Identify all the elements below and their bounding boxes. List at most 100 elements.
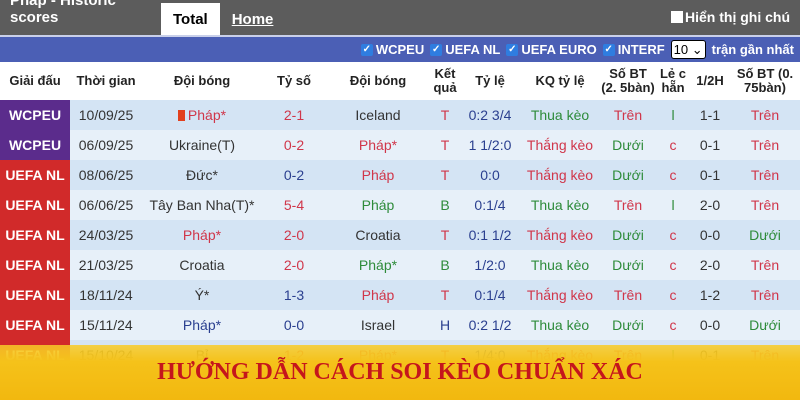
league-cell[interactable]: UEFA NL [0, 190, 70, 220]
league-checkbox[interactable]: ✓ INTERF [602, 42, 665, 57]
odd-even-cell: c [656, 220, 690, 250]
show-notes-toggle[interactable]: Hiển thị ghi chú [671, 9, 790, 25]
score-cell[interactable]: 2-0 [262, 220, 326, 250]
promo-banner: HƯỚNG DẪN CÁCH SOI KÈO CHUẨN XÁC [0, 345, 800, 400]
league-cell[interactable]: UEFA NL [0, 160, 70, 190]
score-cell[interactable]: 2-0 [262, 250, 326, 280]
odds-cell: 0:1/4 [460, 280, 520, 310]
away-team-cell[interactable]: Pháp [326, 280, 430, 310]
home-team: Pháp* [182, 317, 222, 333]
home-team: Tây Ban Nha(T)* [149, 197, 255, 213]
odd-even-cell: l [656, 190, 690, 220]
odd-even-cell: l [656, 100, 690, 130]
league-label: UEFA NL [445, 42, 501, 57]
goals-25-cell: Trên [600, 190, 656, 220]
odds-cell: 0:1 1/2 [460, 220, 520, 250]
league-checkbox[interactable]: ✓ UEFA EURO [506, 42, 597, 57]
goals-075-cell: Trên [730, 160, 800, 190]
result-cell: T [430, 100, 460, 130]
score-cell[interactable]: 0-2 [262, 160, 326, 190]
goals-075-cell: Trên [730, 190, 800, 220]
table-row[interactable]: UEFA NL 18/11/24 Ý* 1-3 Pháp T 0:1/4 Thắ… [0, 280, 800, 310]
home-team-cell[interactable]: Tây Ban Nha(T)* [142, 190, 262, 220]
half-time-cell: 2-0 [690, 250, 730, 280]
tab-home[interactable]: Home [231, 11, 274, 28]
home-team-cell[interactable]: Croatia [142, 250, 262, 280]
tab-total[interactable]: Total [161, 3, 220, 35]
home-team-cell[interactable]: Ý* [142, 280, 262, 310]
odds-result-cell: Thua kèo [520, 250, 600, 280]
table-row[interactable]: WCPEU 06/09/25 Ukraine(T) 0-2 Pháp* T 1 … [0, 130, 800, 160]
odd-even-cell: c [656, 130, 690, 160]
score-cell[interactable]: 1-3 [262, 280, 326, 310]
column-header: Tỷ số [277, 73, 311, 88]
home-team-cell[interactable]: Pháp* [142, 310, 262, 340]
match-count-select[interactable]: 10 ⌄ [670, 40, 706, 59]
date-cell: 06/06/25 [70, 190, 142, 220]
home-team: Croatia [179, 257, 225, 273]
away-team-cell[interactable]: Iceland [326, 100, 430, 130]
page-title: Pháp - Historic scores [10, 0, 116, 26]
goals-075-cell: Trên [730, 280, 800, 310]
league-filter-bar: ✓ WCPEU ✓ UEFA NL ✓ UEFA EURO ✓ INTERF 10 ⌄ trận … [0, 35, 800, 62]
league-checkbox[interactable]: ✓ UEFA NL [430, 42, 500, 57]
league-cell[interactable]: WCPEU [0, 130, 70, 160]
league-cell[interactable]: WCPEU [0, 100, 70, 130]
score-cell[interactable]: 0-0 [262, 310, 326, 340]
table-row[interactable]: UEFA NL 06/06/25 Tây Ban Nha(T)* 5-4 Phá… [0, 190, 800, 220]
odd-even-cell: c [656, 160, 690, 190]
home-team-cell[interactable]: Pháp* [142, 100, 262, 130]
away-team-cell[interactable]: Israel [326, 310, 430, 340]
results-table: Giải đấu Thời gian Đội bóng Tỷ số Đội bóng Kế… [0, 62, 800, 370]
date-cell: 06/09/25 [70, 130, 142, 160]
odds-result-cell: Thắng kèo [520, 160, 600, 190]
home-team: Ý* [194, 287, 210, 303]
goals-25-cell: Dưới [600, 250, 656, 280]
table-row[interactable]: UEFA NL 15/11/24 Pháp* 0-0 Israel H 0:2 … [0, 310, 800, 340]
table-row[interactable]: WCPEU 10/09/25 Pháp* 2-1 Iceland T 0:2 3… [0, 100, 800, 130]
half-time-cell: 1-1 [690, 100, 730, 130]
date-cell: 08/06/25 [70, 160, 142, 190]
league-cell[interactable]: UEFA NL [0, 250, 70, 280]
home-team-cell[interactable]: Đức* [142, 160, 262, 190]
odds-cell: 0:2 1/2 [460, 310, 520, 340]
half-time-cell: 0-1 [690, 160, 730, 190]
count-value: 10 [673, 42, 689, 57]
home-team-cell[interactable]: Pháp* [142, 220, 262, 250]
score-cell[interactable]: 0-2 [262, 130, 326, 160]
table-row[interactable]: UEFA NL 21/03/25 Croatia 2-0 Pháp* B 1/2… [0, 250, 800, 280]
date-cell: 18/11/24 [70, 280, 142, 310]
odds-cell: 1 1/2:0 [460, 130, 520, 160]
table-row[interactable]: UEFA NL 24/03/25 Pháp* 2-0 Croatia T 0:1… [0, 220, 800, 250]
result-cell: H [430, 310, 460, 340]
score-cell[interactable]: 2-1 [262, 100, 326, 130]
league-cell[interactable]: UEFA NL [0, 310, 70, 340]
column-header: Lẻ c hẵn [659, 66, 686, 95]
goals-075-cell: Dưới [730, 310, 800, 340]
league-cell[interactable]: UEFA NL [0, 280, 70, 310]
away-team-cell[interactable]: Pháp* [326, 250, 430, 280]
league-cell[interactable]: UEFA NL [0, 220, 70, 250]
home-team-cell[interactable]: Ukraine(T) [142, 130, 262, 160]
away-team-cell[interactable]: Pháp [326, 190, 430, 220]
league-checkbox[interactable]: ✓ WCPEU [360, 42, 424, 57]
column-header: Đội bóng [173, 73, 231, 88]
home-team: Pháp* [182, 227, 222, 243]
checkbox[interactable] [671, 11, 683, 23]
check-icon: ✓ [360, 43, 373, 56]
half-time-cell: 0-1 [690, 130, 730, 160]
date-cell: 21/03/25 [70, 250, 142, 280]
goals-25-cell: Dưới [600, 130, 656, 160]
away-team-cell[interactable]: Pháp* [326, 130, 430, 160]
league-label: UEFA EURO [521, 42, 597, 57]
date-cell: 15/11/24 [70, 310, 142, 340]
score-cell[interactable]: 5-4 [262, 190, 326, 220]
count-label: trận gần nhất [711, 42, 794, 57]
table-row[interactable]: UEFA NL 08/06/25 Đức* 0-2 Pháp T 0:0 Thắ… [0, 160, 800, 190]
odds-cell: 0:0 [460, 160, 520, 190]
away-team-cell[interactable]: Pháp [326, 160, 430, 190]
home-team: Pháp* [187, 107, 227, 123]
away-team-cell[interactable]: Croatia [326, 220, 430, 250]
odd-even-cell: c [656, 310, 690, 340]
column-header: 1/2H [696, 73, 724, 88]
